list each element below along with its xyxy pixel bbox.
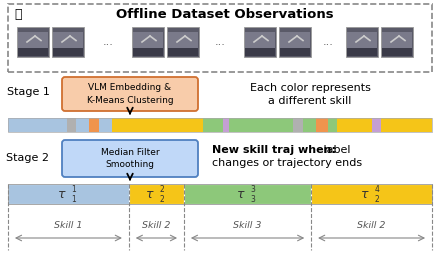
Bar <box>18 48 48 56</box>
Bar <box>280 31 310 48</box>
Bar <box>381 118 432 132</box>
Bar <box>311 184 432 204</box>
Bar <box>337 118 372 132</box>
Bar <box>328 118 337 132</box>
Bar <box>52 27 84 57</box>
Text: Stage 2: Stage 2 <box>7 153 49 163</box>
Bar <box>316 118 328 132</box>
FancyBboxPatch shape <box>8 4 432 72</box>
Bar <box>382 48 412 56</box>
Bar <box>168 48 198 56</box>
Text: VLM Embedding &
K-Means Clustering: VLM Embedding & K-Means Clustering <box>87 83 173 105</box>
Bar <box>112 118 203 132</box>
Text: label: label <box>320 145 351 155</box>
Bar <box>8 184 129 204</box>
Text: 2: 2 <box>159 184 164 194</box>
Text: 3: 3 <box>250 194 256 204</box>
Bar <box>223 118 229 132</box>
Bar <box>244 27 276 57</box>
Text: changes or trajectory ends: changes or trajectory ends <box>212 158 362 168</box>
Bar <box>346 27 378 57</box>
Text: 3: 3 <box>250 184 256 194</box>
Bar <box>381 27 413 57</box>
Bar <box>280 48 310 56</box>
Text: $\tau$: $\tau$ <box>236 188 246 200</box>
Bar <box>8 118 432 132</box>
Text: Skill 3: Skill 3 <box>233 221 262 231</box>
Bar <box>203 118 223 132</box>
Bar <box>66 118 76 132</box>
FancyBboxPatch shape <box>62 77 198 111</box>
Text: Skill 1: Skill 1 <box>54 221 83 231</box>
Text: 2: 2 <box>159 194 164 204</box>
Bar <box>293 118 303 132</box>
Text: 2: 2 <box>374 194 379 204</box>
Text: $\tau$: $\tau$ <box>57 188 66 200</box>
Bar <box>129 184 184 204</box>
Text: Each color represents: Each color represents <box>249 83 370 93</box>
Text: $\tau$: $\tau$ <box>360 188 369 200</box>
Text: 4: 4 <box>374 184 379 194</box>
Text: 🗄: 🗄 <box>14 8 22 20</box>
Bar <box>132 27 164 57</box>
Text: a different skill: a different skill <box>268 96 352 106</box>
Bar <box>382 31 412 48</box>
Text: Stage 1: Stage 1 <box>7 87 49 97</box>
Bar <box>229 118 293 132</box>
Text: ...: ... <box>323 37 334 47</box>
Text: New skill traj when:: New skill traj when: <box>212 145 336 155</box>
Bar <box>8 184 432 204</box>
Bar <box>167 27 199 57</box>
Bar <box>303 118 316 132</box>
Bar <box>17 27 49 57</box>
Text: ...: ... <box>215 37 225 47</box>
Text: $\tau$: $\tau$ <box>145 188 154 200</box>
Bar <box>99 118 112 132</box>
Bar <box>245 48 275 56</box>
Bar <box>89 118 99 132</box>
Bar <box>372 118 381 132</box>
Bar <box>8 118 66 132</box>
Bar <box>168 31 198 48</box>
Bar <box>347 48 377 56</box>
Bar <box>76 118 89 132</box>
Text: 1: 1 <box>71 194 76 204</box>
Bar <box>245 31 275 48</box>
Text: ...: ... <box>103 37 114 47</box>
Bar <box>53 31 83 48</box>
Bar <box>133 48 163 56</box>
Text: Offline Dataset Observations: Offline Dataset Observations <box>116 8 334 20</box>
Bar <box>347 31 377 48</box>
Bar <box>18 31 48 48</box>
Text: Median Filter
Smoothing: Median Filter Smoothing <box>101 148 159 169</box>
Text: Skill 2: Skill 2 <box>142 221 171 231</box>
Bar <box>184 184 311 204</box>
Bar <box>133 31 163 48</box>
Text: Skill 2: Skill 2 <box>357 221 386 231</box>
Bar <box>53 48 83 56</box>
FancyBboxPatch shape <box>62 140 198 177</box>
Text: 1: 1 <box>71 184 76 194</box>
Bar <box>279 27 311 57</box>
